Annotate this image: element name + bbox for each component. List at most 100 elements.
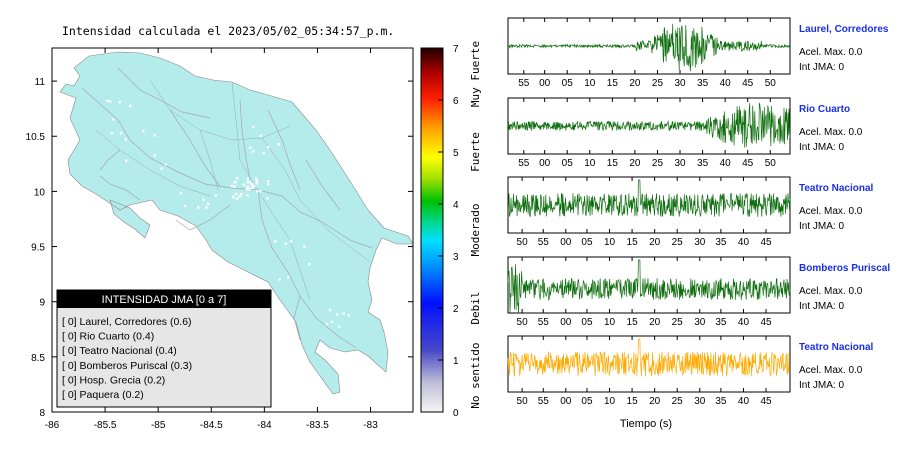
map-x-tick-label: -84.5 — [200, 420, 223, 431]
station-dot — [112, 118, 115, 121]
station-dot — [250, 183, 254, 186]
station-dot — [308, 263, 311, 266]
map-y-tick-label: 9.5 — [31, 243, 45, 254]
time-tick-label: 00 — [539, 158, 551, 169]
time-tick-label: 25 — [672, 237, 684, 248]
station-dot — [248, 188, 251, 191]
station-jma: Int JMA: 0 — [799, 221, 844, 232]
station-dot — [342, 312, 345, 315]
time-tick-label: 40 — [738, 237, 750, 248]
legend-item: [ 0] Paquera (0.2) — [62, 389, 144, 401]
station-dot — [108, 100, 112, 103]
colorbar-tick-label: 2 — [453, 304, 459, 315]
station-dot — [266, 197, 269, 200]
station-dot — [278, 278, 281, 281]
station-dot — [197, 206, 200, 209]
station-dot — [202, 198, 205, 201]
time-tick-label: 00 — [539, 78, 551, 89]
station-dot — [235, 197, 239, 200]
station-dot — [262, 151, 265, 155]
station-dot — [347, 314, 350, 317]
station-dot — [142, 129, 145, 133]
time-tick-label: 50 — [765, 78, 777, 89]
time-tick-label: 45 — [760, 396, 772, 407]
colorbar-tick-label: 0 — [453, 408, 459, 419]
time-tick-label: 20 — [629, 78, 641, 89]
station-name: Bomberos Puriscal — [799, 263, 890, 274]
time-tick-label: 05 — [562, 78, 574, 89]
time-tick-label: 15 — [607, 158, 619, 169]
map-y-tick-label: 8 — [39, 408, 45, 419]
station-dot — [255, 177, 258, 180]
time-tick-label: 15 — [627, 396, 639, 407]
time-tick-label: 30 — [694, 396, 706, 407]
province-boundaries — [95, 79, 371, 301]
seismogram-panel: 50 55 00 05 10 15 20 25 30 35 40 45 Teatro Nacional A… — [507, 176, 873, 248]
colorbar-tick-label: 7 — [453, 44, 459, 55]
waveform-trace — [507, 23, 791, 72]
station-dot — [118, 100, 122, 104]
station-name: Teatro Nacional — [799, 342, 873, 353]
station-dot — [274, 240, 277, 243]
time-tick-label: 30 — [674, 158, 686, 169]
legend-box — [56, 289, 272, 408]
station-jma: Int JMA: 0 — [799, 142, 844, 153]
station-dot — [328, 308, 332, 312]
map-y-tick-label: 9 — [39, 298, 45, 309]
time-tick-label: 15 — [627, 237, 639, 248]
legend-item: [ 0] Teatro Nacional (0.4) — [62, 345, 177, 357]
station-dot — [125, 159, 128, 162]
time-tick-label: 40 — [738, 317, 750, 328]
station-dot — [231, 196, 235, 199]
time-tick-label: 20 — [629, 158, 641, 169]
station-dot — [267, 182, 270, 186]
station-dot — [179, 191, 183, 195]
time-tick-label: 30 — [694, 317, 706, 328]
station-dot — [284, 242, 287, 245]
seismogram-panel: 50 55 00 05 10 15 20 25 30 35 40 45 Bomberos Purisca… — [507, 256, 890, 328]
time-tick-label: 10 — [584, 78, 596, 89]
colorbar-tick-label: 3 — [453, 252, 459, 263]
time-tick-label: 30 — [694, 237, 706, 248]
station-dot — [252, 125, 255, 129]
panel-frame — [507, 256, 791, 314]
station-dot — [266, 145, 270, 149]
time-tick-label: 10 — [604, 237, 616, 248]
colorbar-level-label: Debil — [469, 291, 482, 324]
time-tick-label: 50 — [517, 237, 529, 248]
time-tick-label: 05 — [581, 237, 593, 248]
station-jma: Int JMA: 0 — [799, 380, 844, 391]
seismogram-panel: 55 00 05 10 15 20 25 30 35 40 45 50 Rio Cuarto Acel. … — [507, 97, 863, 169]
station-dot — [164, 163, 167, 166]
time-tick-label: 35 — [697, 78, 709, 89]
seismogram-panel: 50 55 00 05 10 15 20 25 30 35 40 45 Teatro Nacional A… — [507, 335, 873, 407]
time-tick-label: 35 — [715, 237, 727, 248]
intensity-legend: INTENSIDAD JMA [0 a 7] [ 0] Laurel, Corr… — [56, 289, 272, 408]
map-x-tick-label: -83 — [363, 420, 378, 431]
station-dot — [246, 194, 249, 197]
map-y-tick-label: 10.5 — [26, 132, 46, 143]
time-tick-label: 00 — [560, 237, 572, 248]
station-dot — [252, 184, 256, 188]
intensity-map: -86 -85.5 -85 -84.5 -84 -83.5 -83 8 8.5 9 9.5 10 10… — [26, 47, 414, 431]
station-dot — [235, 176, 239, 180]
station-dot — [259, 134, 262, 137]
station-dot — [246, 177, 250, 181]
station-accel: Acel. Max. 0.0 — [799, 127, 863, 138]
time-tick-label: 50 — [517, 396, 529, 407]
time-tick-label: 20 — [649, 317, 661, 328]
station-dot — [267, 179, 270, 183]
time-tick-label: 55 — [518, 78, 530, 89]
legend-header-bg — [57, 290, 271, 308]
colorbar-level-label: Muy Fuerte — [469, 41, 482, 107]
time-tick-label: 35 — [697, 158, 709, 169]
time-tick-label: 50 — [517, 317, 529, 328]
colorbar-tick-label: 1 — [453, 356, 459, 367]
station-dot — [255, 181, 259, 185]
station-dot — [160, 167, 163, 170]
map-frame — [51, 47, 414, 413]
legend-item: [ 0] Rio Cuarto (0.4) — [62, 331, 154, 343]
station-jma: Int JMA: 0 — [799, 301, 844, 312]
time-tick-label: 50 — [765, 158, 777, 169]
station-dot — [238, 195, 241, 198]
